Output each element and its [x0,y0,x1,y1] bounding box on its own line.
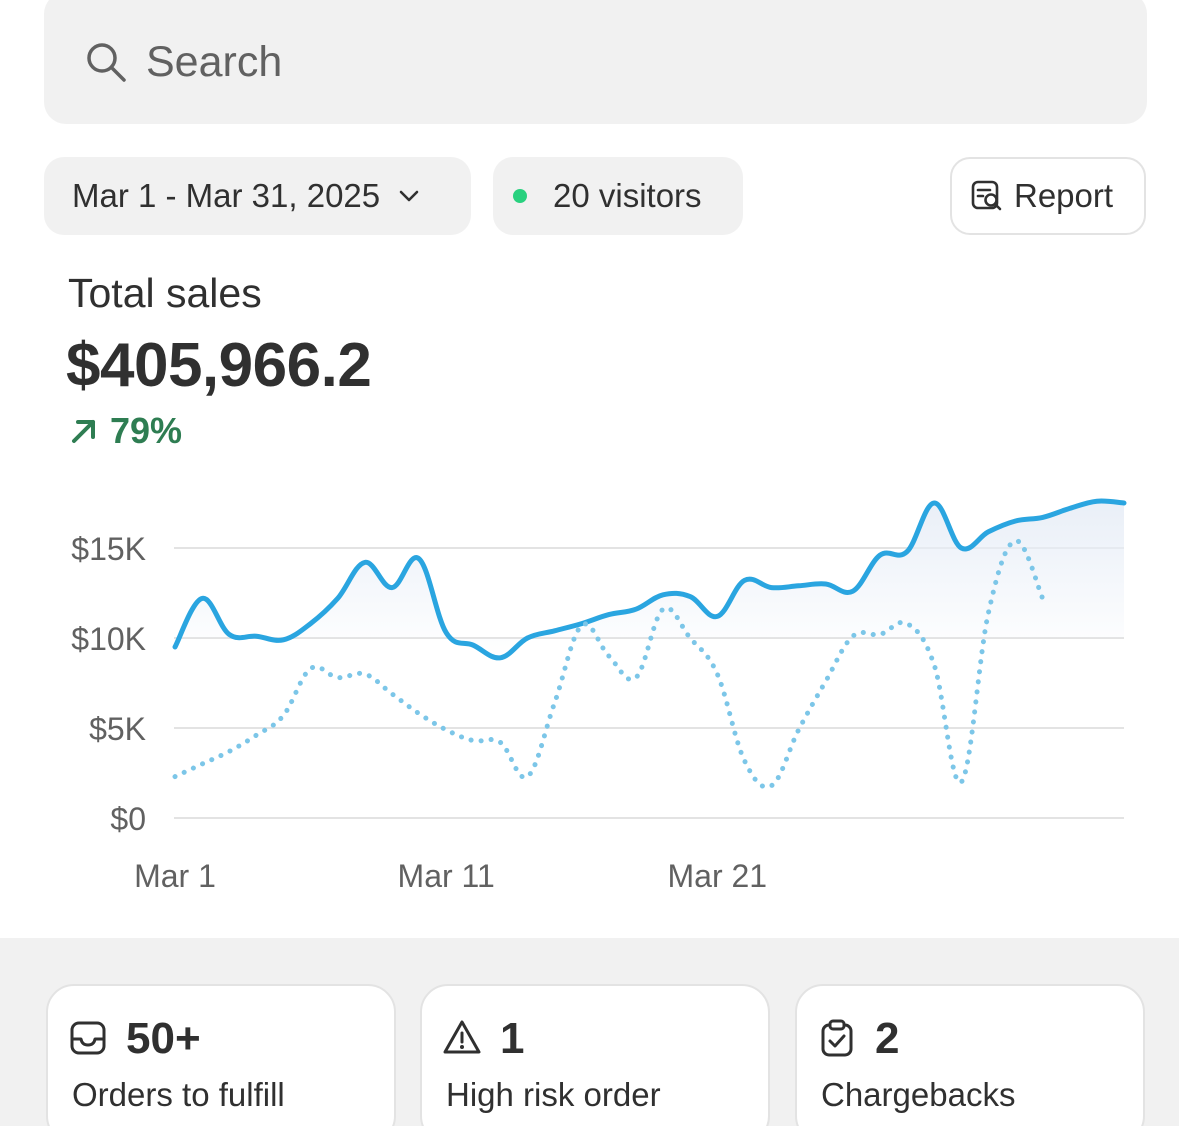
y-tick-label: $0 [110,801,146,837]
series-area [175,500,1124,658]
report-icon [971,180,1002,211]
inbox-icon [70,1021,106,1055]
y-tick-label: $10K [71,621,146,657]
date-range-label: Mar 1 - Mar 31, 2025 [72,177,381,214]
visitors-label: 20 visitors [553,177,702,214]
report-label: Report [1014,177,1114,214]
high-risk-order-card[interactable]: 1 High risk order [420,984,770,1126]
orders-count: 50+ [126,1014,201,1063]
visitors-chip[interactable]: 20 visitors [493,157,743,235]
sales-series-line [172,498,1127,661]
chargebacks-label: Chargebacks [821,1076,1016,1113]
search-bar[interactable] [44,0,1147,124]
x-tick-label: Mar 21 [667,858,767,894]
orders-to-fulfill-card[interactable]: 50+ Orders to fulfill [46,984,396,1126]
chargebacks-card[interactable]: 2 Chargebacks [795,984,1145,1126]
metric-change-value: 79% [110,410,183,451]
live-dot-icon [513,189,527,203]
search-input[interactable] [146,37,1046,87]
search-icon [87,43,126,82]
x-tick-label: Mar 1 [134,858,216,894]
metric-title: Total sales [68,270,262,316]
arrow-up-right-icon [72,420,95,443]
y-tick-label: $5K [89,711,146,747]
chargebacks-count: 2 [875,1014,900,1063]
chevron-down-icon [399,190,419,202]
comparison-series-line [172,538,1046,790]
warning-icon [443,1020,481,1054]
orders-label: Orders to fulfill [72,1076,285,1113]
clipboard-check-icon [821,1019,853,1057]
high-risk-count: 1 [500,1014,525,1063]
y-tick-label: $15K [71,531,146,567]
date-range-picker[interactable]: Mar 1 - Mar 31, 2025 [44,157,471,235]
x-tick-label: Mar 11 [398,858,495,894]
sales-line-chart: $0 $5K $10K $15K Mar 1 Mar 11 Mar 21 [71,498,1127,894]
report-button[interactable]: Report [950,157,1146,235]
metric-value: $405,966.2 [66,331,372,400]
metric-change: 79% [68,410,182,452]
high-risk-label: High risk order [446,1076,661,1113]
